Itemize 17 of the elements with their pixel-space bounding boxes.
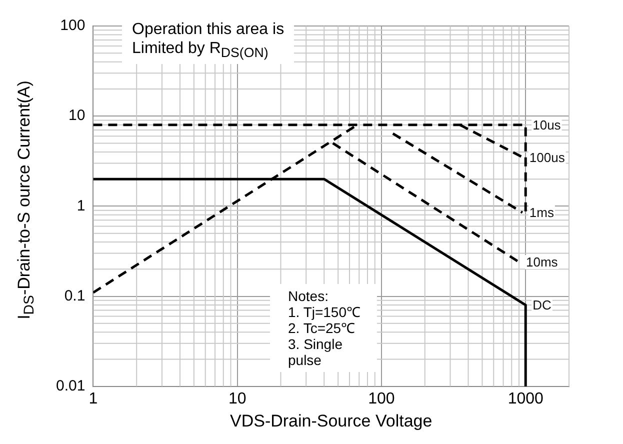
y-tick-label: 100 — [60, 17, 86, 34]
series-label: 10ms — [526, 254, 558, 270]
y-tick-label: 10 — [68, 107, 86, 124]
series-label: 1ms — [529, 205, 554, 220]
series-label: 100us — [529, 150, 566, 165]
series-label: DC — [532, 298, 552, 313]
y-tick-label: 0.1 — [64, 287, 86, 304]
y-tick-label: 0.01 — [56, 378, 86, 395]
y-tick-label: 1 — [76, 197, 86, 214]
x-tick-label: 10 — [228, 390, 246, 408]
x-tick-label: 100 — [368, 390, 395, 408]
x-tick-label: 1000 — [508, 390, 544, 408]
x-tick-label: 1 — [88, 390, 98, 408]
annotation: Operation this area is Limited by R$_{DS(ON)}$ — [122, 18, 294, 64]
x-axis-title: VDS-Drain-Source Voltage — [230, 411, 432, 430]
series-label: 10us — [532, 117, 562, 132]
annotation: Notes: 1. Tj=150℃ 2. Tc=25℃ 3. Single pulse — [270, 284, 377, 372]
